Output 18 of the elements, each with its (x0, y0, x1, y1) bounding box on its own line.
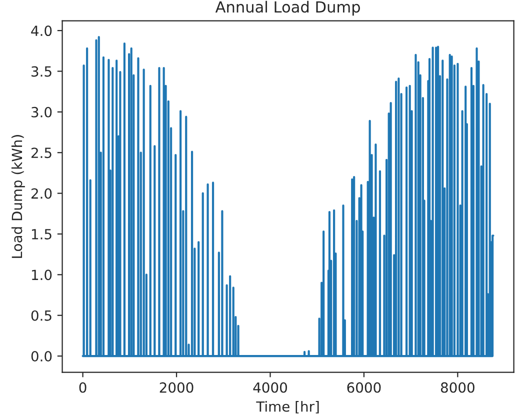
x-tick-label: 8000 (440, 382, 474, 393)
line-series (82, 36, 494, 358)
y-axis-title: Load Dump (kWh) (11, 135, 25, 258)
x-tick-label: 2000 (160, 382, 194, 393)
y-tick-label: 1.0 (32, 270, 52, 280)
y-tick-label: 3.5 (32, 66, 52, 77)
x-tick-label: 4000 (253, 382, 287, 393)
x-tick-label: 6000 (347, 382, 381, 393)
y-tick-label: 3.0 (32, 106, 52, 118)
y-tick-label: 2.0 (31, 188, 52, 199)
y-tick-label: 1.5 (32, 229, 52, 240)
y-tick-label: 0.0 (31, 351, 52, 362)
y-tick-label: 0.5 (31, 310, 52, 321)
y-tick-label: 2.5 (31, 148, 52, 158)
x-axis-title: Time [hr] (256, 401, 319, 414)
x-tick-label: 0 (79, 382, 86, 393)
y-tick-label: 4.0 (31, 26, 52, 36)
chart-title: Annual Load Dump (215, 0, 360, 16)
